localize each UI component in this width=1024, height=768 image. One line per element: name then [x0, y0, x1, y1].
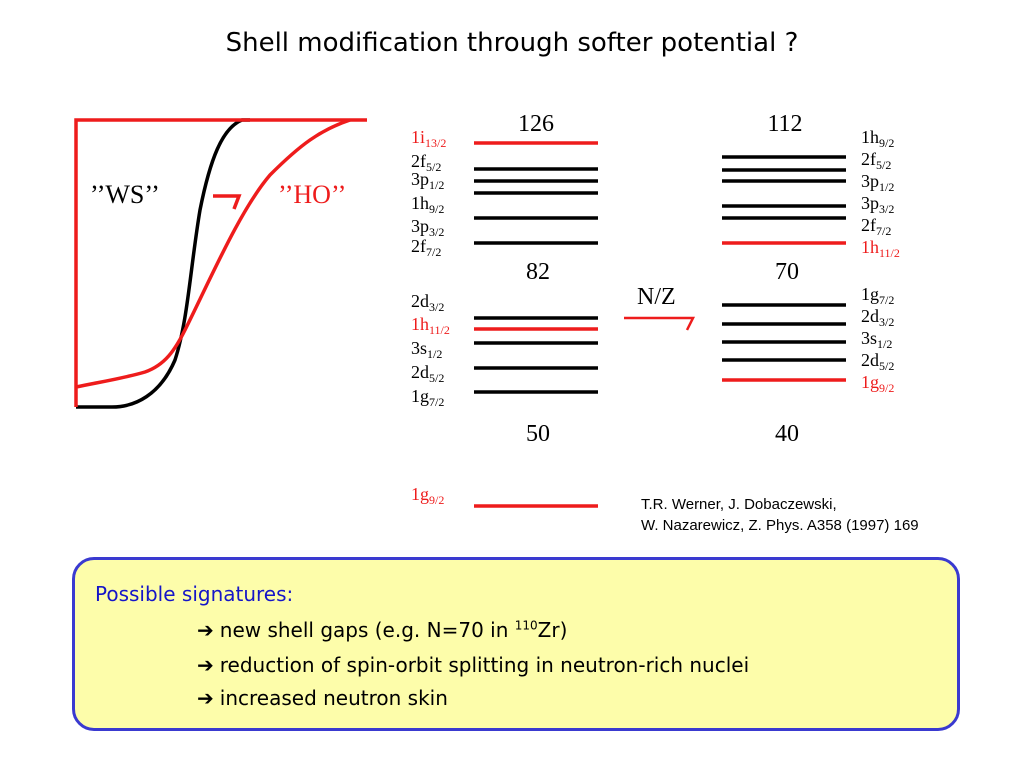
- shell-diagram: ’’WS’’ ’’HO’’ 1i13/2 2f5/2 3p1/2 1h9/2 3…: [74, 111, 900, 508]
- level-label: 1g9/2: [861, 372, 894, 395]
- level-label: 1g9/2: [411, 484, 444, 507]
- level-label: 2d3/2: [861, 306, 894, 329]
- signature-item: ➔ reduction of spin-orbit splitting in ne…: [197, 653, 750, 677]
- left-level-scheme: 1i13/2 2f5/2 3p1/2 1h9/2 3p3/2 2f7/2 2d3…: [411, 111, 598, 508]
- level-label: 3p1/2: [411, 169, 444, 192]
- signatures-heading: Possible signatures:: [95, 582, 294, 606]
- level-label: 2f5/2: [861, 149, 891, 172]
- signatures-box: Possible signatures: ➔ new shell gaps (e.…: [72, 557, 960, 731]
- right-level-scheme: 1h9/2 2f5/2 3p1/2 3p3/2 2f7/2 1h11/2 1g7…: [722, 111, 900, 447]
- signature-item: ➔ new shell gaps (e.g. N=70 in 110Zr): [197, 618, 568, 642]
- level-label: 2d5/2: [411, 362, 444, 385]
- level-label: 2f7/2: [861, 215, 891, 238]
- level-label: 1h9/2: [861, 127, 894, 150]
- magic-number: 50: [526, 421, 550, 447]
- arrow-icon: ➔: [197, 618, 214, 642]
- level-label: 2d3/2: [411, 291, 444, 314]
- level-label: 3p1/2: [861, 171, 894, 194]
- level-label: 2f5/2: [411, 151, 441, 174]
- arrow-icon: ➔: [197, 653, 214, 677]
- nz-arrow-group: N/Z: [624, 284, 696, 331]
- level-label: 2f7/2: [411, 236, 441, 259]
- magic-number: 126: [518, 111, 554, 137]
- magic-number: 40: [775, 421, 799, 447]
- arrow-icon: ➔: [197, 686, 214, 710]
- nz-label: N/Z: [637, 284, 676, 310]
- reference-citation: T.R. Werner, J. Dobaczewski, W. Nazarewi…: [641, 494, 919, 536]
- level-label: 1h11/2: [411, 314, 450, 337]
- level-label: 3p3/2: [861, 193, 894, 216]
- ho-label: ’’HO’’: [278, 180, 346, 209]
- magic-number: 70: [775, 259, 799, 285]
- ho-potential-curve: [75, 118, 351, 389]
- reference-line-1: T.R. Werner, J. Dobaczewski,: [641, 496, 837, 513]
- level-label: 1h9/2: [411, 193, 444, 216]
- magic-number: 112: [767, 111, 802, 137]
- potential-plot: ’’WS’’ ’’HO’’: [74, 118, 367, 409]
- level-label: 3s1/2: [411, 338, 442, 361]
- level-label: 1h11/2: [861, 237, 900, 260]
- level-label: 2d5/2: [861, 350, 894, 373]
- level-label: 1g7/2: [411, 386, 444, 409]
- ws-label: ’’WS’’: [90, 180, 160, 209]
- ws-potential-curve: [76, 118, 250, 409]
- level-label: 3s1/2: [861, 328, 892, 351]
- level-label: 3p3/2: [411, 216, 444, 239]
- well-box: [74, 118, 367, 407]
- level-label: 1i13/2: [411, 127, 446, 150]
- slide-title: Shell modification through softer potent…: [225, 28, 799, 58]
- reference-line-2: W. Nazarewicz, Z. Phys. A358 (1997) 169: [641, 517, 919, 534]
- signature-item: ➔ increased neutron skin: [197, 686, 448, 710]
- level-label: 1g7/2: [861, 284, 894, 307]
- magic-number: 82: [526, 259, 550, 285]
- nz-arrow: [624, 316, 696, 331]
- ws-to-ho-arrow: [213, 194, 242, 210]
